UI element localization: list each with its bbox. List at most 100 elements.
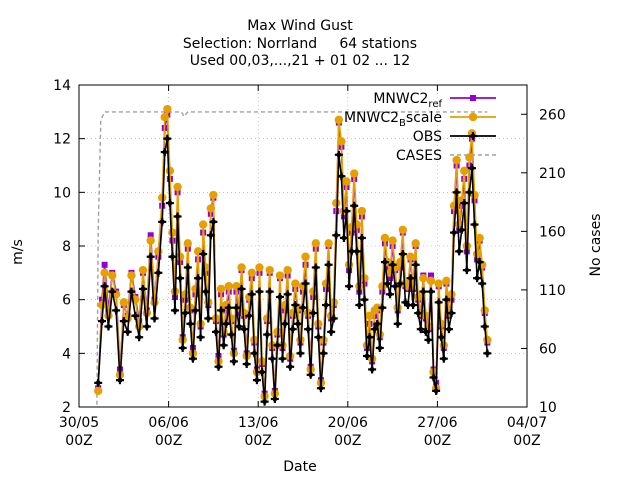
point-obs: [439, 354, 448, 363]
plus-dot: [106, 324, 111, 329]
plus-dot: [167, 200, 173, 206]
plus-dot: [415, 310, 421, 316]
point-mnwc2-ref: [384, 264, 391, 271]
point-mnwc2-bscale: [472, 249, 482, 259]
plus-dot: [467, 189, 472, 195]
plus-dot: [379, 305, 385, 311]
point-obs: [339, 233, 348, 242]
plus-dot: [438, 334, 444, 340]
series-cases: [96, 111, 488, 405]
point-obs: [245, 311, 254, 320]
point-mnwc2-ref: [387, 275, 394, 282]
point-obs: [235, 322, 243, 331]
plus-dot: [198, 334, 204, 340]
point-mnwc2-bscale: [150, 298, 159, 307]
point-obs: [286, 362, 295, 371]
plus-dot: [395, 321, 401, 327]
x-tick-label: 20/06: [328, 415, 368, 431]
plus-dot: [313, 265, 319, 270]
plus-dot: [441, 356, 447, 362]
point-mnwc2-bscale: [154, 247, 163, 256]
point-obs: [211, 327, 220, 336]
point-mnwc2-bscale: [388, 236, 397, 245]
point-mnwc2-bscale: [419, 274, 428, 283]
point-mnwc2-bscale: [209, 190, 218, 200]
plus-dot: [290, 326, 296, 332]
plus-dot: [474, 275, 480, 281]
point-obs: [416, 325, 425, 334]
plus-dot: [251, 350, 257, 356]
point-mnwc2-bscale: [183, 239, 192, 248]
x-tick-label: 27/06: [417, 415, 457, 431]
plus-dot: [346, 283, 352, 289]
point-obs: [409, 301, 418, 310]
plus-dot: [262, 399, 267, 405]
point-mnwc2-bscale: [342, 177, 351, 186]
point-mnwc2-bscale: [373, 303, 382, 312]
point-mnwc2-ref: [340, 213, 347, 220]
plus-dot: [341, 235, 347, 241]
y2-tick-label: 10: [539, 400, 557, 416]
plus-dot: [205, 316, 211, 321]
x-tick-label: 04/07: [507, 415, 547, 431]
point-obs: [178, 343, 187, 352]
plus-dot: [397, 281, 403, 286]
point-mnwc2-bscale: [216, 284, 226, 294]
point-obs: [455, 247, 464, 256]
y2-tick-label: 60: [539, 341, 557, 357]
plus-dot: [469, 165, 475, 171]
plus-dot: [451, 230, 457, 235]
point-mnwc2-ref: [147, 232, 154, 239]
point-obs: [222, 319, 231, 328]
plus-dot: [244, 361, 250, 367]
point-mnwc2-bscale: [350, 169, 359, 178]
point-mnwc2-bscale: [94, 386, 103, 396]
plus-dot: [336, 152, 342, 158]
plus-dot: [152, 316, 157, 321]
plus-dot: [377, 345, 383, 351]
plus-dot: [405, 302, 411, 308]
plus-dot: [339, 173, 344, 179]
plus-dot: [328, 329, 334, 335]
plus-dot: [195, 275, 201, 281]
point-mnwc2-bscale: [406, 252, 415, 261]
point-obs: [232, 303, 241, 312]
point-obs: [483, 349, 492, 358]
point-mnwc2-bscale: [168, 228, 177, 237]
point-mnwc2-bscale: [275, 271, 285, 280]
point-obs: [115, 376, 124, 385]
legend-label: OBS: [413, 129, 442, 145]
point-obs: [378, 303, 387, 312]
point-obs: [460, 199, 469, 208]
point-obs: [247, 290, 256, 299]
point-obs: [98, 317, 107, 326]
plus-dot: [200, 251, 206, 257]
point-obs: [199, 250, 208, 259]
plus-dot: [408, 275, 413, 281]
plus-dot: [413, 262, 419, 268]
point-obs: [475, 258, 484, 267]
point-obs: [214, 362, 223, 371]
plus-dot: [446, 326, 452, 332]
plus-dot: [211, 219, 216, 225]
plus-dot: [359, 235, 365, 241]
y-tick-label: 12: [53, 132, 71, 148]
point-mnwc2-bscale: [224, 282, 233, 291]
point-obs: [478, 279, 487, 288]
point-mnwc2-bscale: [247, 268, 256, 278]
point-obs: [104, 322, 113, 331]
point-obs: [186, 319, 195, 328]
plus-dot: [344, 208, 349, 214]
point-obs: [191, 306, 200, 315]
point-mnwc2-bscale: [421, 311, 431, 320]
point-obs: [219, 341, 228, 350]
plus-dot: [431, 375, 436, 380]
point-obs: [204, 314, 213, 323]
plus-dot: [472, 222, 477, 227]
point-obs: [181, 309, 190, 318]
point-obs: [386, 290, 395, 299]
point-obs: [224, 303, 233, 312]
point-obs: [142, 322, 151, 331]
point-obs: [188, 354, 197, 363]
point-mnwc2-bscale: [301, 252, 310, 261]
